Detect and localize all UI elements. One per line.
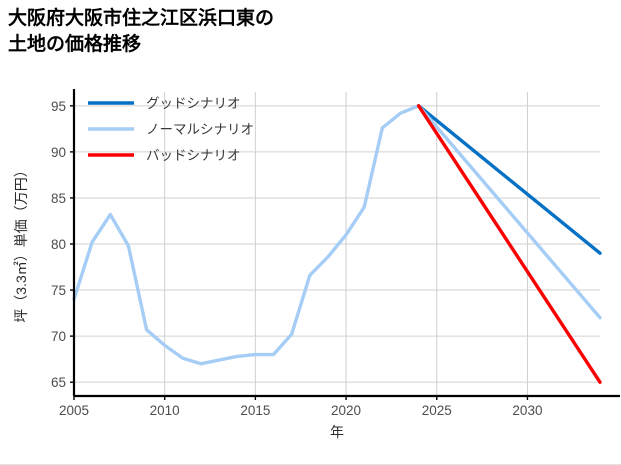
x-tick-label: 2010 [150, 403, 180, 418]
y-tick-labels: 65 70 75 80 85 90 95 [51, 99, 66, 390]
legend-label: バッドシナリオ [146, 148, 241, 163]
y-tick-label: 75 [51, 283, 66, 298]
legend-label: ノーマルシナリオ [146, 122, 254, 137]
gridlines [74, 105, 600, 383]
y-tick-label: 80 [51, 237, 66, 252]
series-line-bad [416, 104, 602, 384]
y-tick-label: 65 [51, 375, 66, 390]
y-axis-title: 坪（3.3㎡）単価（万円） [13, 163, 29, 322]
x-tick-label: 2020 [331, 403, 361, 418]
x-tick-labels: 2005 2010 2015 2020 2025 2030 [59, 403, 542, 418]
x-tick-label: 2005 [59, 403, 89, 418]
x-tick-label: 2030 [512, 403, 542, 418]
legend-label: グッドシナリオ [146, 96, 241, 111]
series-line-normal [72, 104, 602, 366]
axes-group [70, 89, 620, 400]
y-tick-label: 70 [51, 329, 66, 344]
x-axis-title: 年 [330, 424, 344, 440]
x-tick-label: 2025 [422, 403, 452, 418]
x-tick-label: 2015 [240, 403, 270, 418]
series-line-good [416, 104, 602, 255]
page-title: 大阪府大阪市住之江区浜口東の 土地の価格推移 [8, 8, 275, 56]
y-tick-label: 90 [51, 145, 66, 160]
y-tick-label: 85 [51, 191, 66, 206]
y-tick-label: 95 [51, 99, 66, 114]
series-group [72, 104, 602, 384]
